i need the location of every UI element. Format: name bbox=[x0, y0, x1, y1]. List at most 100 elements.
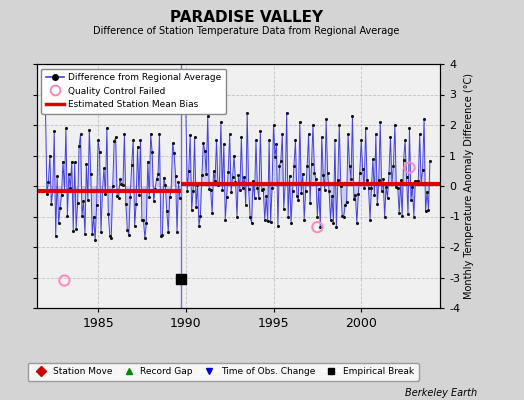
Point bbox=[269, 122, 278, 128]
Point bbox=[210, 168, 218, 174]
Point bbox=[160, 174, 168, 181]
Point bbox=[316, 224, 324, 230]
Point bbox=[110, 138, 118, 144]
Point bbox=[119, 182, 127, 188]
Point bbox=[183, 188, 191, 194]
Point bbox=[375, 177, 383, 184]
Point bbox=[94, 137, 102, 144]
Point bbox=[145, 194, 154, 200]
Point bbox=[312, 176, 320, 182]
Point bbox=[193, 182, 202, 188]
Point bbox=[408, 184, 417, 190]
Point bbox=[171, 172, 180, 179]
Point bbox=[95, 149, 104, 155]
Point bbox=[174, 179, 183, 186]
Point bbox=[68, 158, 76, 165]
Point bbox=[325, 188, 333, 194]
Point bbox=[281, 181, 289, 188]
Point bbox=[389, 163, 398, 170]
Point bbox=[395, 210, 403, 217]
Point bbox=[123, 226, 132, 233]
Point bbox=[211, 178, 219, 184]
Point bbox=[190, 134, 199, 140]
Point bbox=[166, 194, 174, 200]
Point bbox=[138, 217, 146, 224]
Point bbox=[313, 224, 322, 230]
Point bbox=[301, 188, 310, 194]
Point bbox=[367, 184, 376, 191]
Point bbox=[134, 143, 142, 150]
Point bbox=[405, 164, 413, 171]
Point bbox=[56, 205, 64, 212]
Point bbox=[243, 110, 252, 116]
Point bbox=[299, 171, 307, 177]
Point bbox=[144, 158, 152, 165]
Point bbox=[297, 190, 305, 196]
Point bbox=[117, 181, 126, 188]
Point bbox=[373, 201, 381, 208]
Point bbox=[287, 219, 295, 226]
Point bbox=[167, 186, 176, 193]
Point bbox=[60, 277, 69, 284]
Point bbox=[417, 180, 425, 186]
Point bbox=[113, 192, 121, 199]
Point bbox=[161, 182, 170, 189]
Point bbox=[199, 140, 208, 146]
Point bbox=[246, 214, 254, 220]
Point bbox=[214, 182, 222, 188]
Point bbox=[397, 177, 405, 184]
Point bbox=[230, 152, 238, 159]
Point bbox=[328, 192, 336, 199]
Point bbox=[100, 165, 108, 171]
Point bbox=[394, 185, 402, 191]
Legend: Station Move, Record Gap, Time of Obs. Change, Empirical Break: Station Move, Record Gap, Time of Obs. C… bbox=[28, 363, 419, 381]
Point bbox=[173, 228, 181, 235]
Point bbox=[218, 187, 226, 194]
Point bbox=[215, 181, 224, 188]
Point bbox=[152, 176, 161, 182]
Point bbox=[377, 188, 386, 194]
Point bbox=[405, 125, 413, 131]
Point bbox=[112, 134, 120, 140]
Point bbox=[237, 134, 246, 140]
Point bbox=[256, 128, 265, 134]
Point bbox=[258, 187, 266, 194]
Point bbox=[345, 162, 354, 169]
Point bbox=[203, 113, 212, 119]
Point bbox=[382, 184, 390, 190]
Point bbox=[108, 183, 117, 189]
Point bbox=[223, 193, 231, 200]
Point bbox=[278, 131, 287, 137]
Point bbox=[84, 196, 92, 203]
Point bbox=[391, 122, 399, 128]
Point bbox=[122, 201, 130, 207]
Point bbox=[296, 119, 304, 125]
Point bbox=[99, 188, 107, 194]
Point bbox=[279, 205, 288, 212]
Point bbox=[398, 213, 406, 220]
Y-axis label: Monthly Temperature Anomaly Difference (°C): Monthly Temperature Anomaly Difference (… bbox=[464, 73, 474, 299]
Point bbox=[326, 216, 335, 223]
Text: Berkeley Earth: Berkeley Earth bbox=[405, 388, 477, 398]
Point bbox=[114, 195, 123, 201]
Point bbox=[353, 219, 361, 226]
Point bbox=[252, 137, 260, 144]
Point bbox=[264, 218, 272, 224]
Point bbox=[148, 149, 156, 156]
Point bbox=[332, 224, 341, 230]
Point bbox=[388, 180, 396, 187]
Point bbox=[92, 202, 101, 208]
Point bbox=[59, 158, 67, 165]
Point bbox=[88, 231, 96, 238]
Point bbox=[75, 143, 83, 149]
Point bbox=[228, 174, 237, 180]
Point bbox=[149, 198, 158, 204]
Point bbox=[416, 131, 424, 137]
Point bbox=[198, 172, 206, 179]
Point bbox=[142, 220, 150, 226]
Legend: Difference from Regional Average, Quality Control Failed, Estimated Station Mean: Difference from Regional Average, Qualit… bbox=[41, 68, 226, 114]
Point bbox=[348, 113, 357, 119]
Point bbox=[151, 185, 159, 192]
Point bbox=[386, 134, 395, 140]
Point bbox=[370, 192, 378, 198]
